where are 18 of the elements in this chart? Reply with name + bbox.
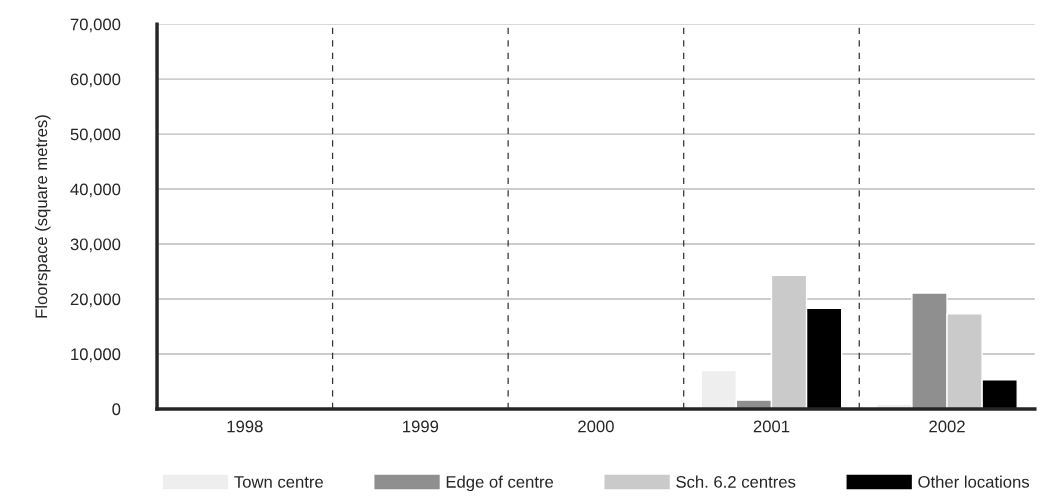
y-tick-label: 20,000 bbox=[70, 293, 121, 308]
x-tick-label: 2001 bbox=[753, 420, 790, 433]
legend-label: Edge of centre bbox=[446, 475, 554, 492]
y-tick-label: 50,000 bbox=[70, 128, 121, 143]
y-tick-label: 30,000 bbox=[70, 238, 121, 253]
x-tick-label: 1999 bbox=[403, 420, 439, 433]
y-tick-label: 60,000 bbox=[70, 73, 121, 88]
legend-label: Town centre bbox=[234, 476, 323, 488]
y-tick-label: 40,000 bbox=[70, 183, 121, 198]
legend-label: Other locations bbox=[918, 475, 1030, 488]
y-axis-title: Floorspace (square metres) bbox=[34, 115, 51, 318]
x-tick-label: 2000 bbox=[578, 420, 614, 433]
legend-label: Sch. 6.2 centres bbox=[676, 475, 796, 488]
y-tick-label: 10,000 bbox=[71, 348, 121, 363]
x-tick-label: 2002 bbox=[929, 420, 965, 433]
y-tick-label: 0 bbox=[112, 403, 121, 416]
y-tick-label: 70,000 bbox=[70, 18, 121, 33]
x-tick-label: 1998 bbox=[227, 420, 263, 433]
